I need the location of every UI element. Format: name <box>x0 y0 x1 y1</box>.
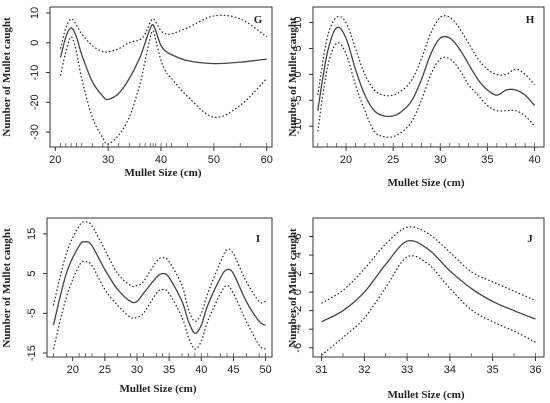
y-tick-label: 0 <box>29 40 41 46</box>
x-tick-label: 30 <box>102 154 114 166</box>
y-tick-label: 2 <box>292 271 304 277</box>
fitted-line <box>317 26 536 118</box>
y-tick-label: 10 <box>29 7 41 19</box>
y-axis-title: Number of Mullet caught <box>287 228 299 348</box>
y-tick-label: 5 <box>292 45 304 51</box>
x-tick-label: 40 <box>195 364 207 376</box>
x-tick-label: 35 <box>487 364 499 376</box>
panel-label: I <box>256 233 260 245</box>
fitted-line <box>59 24 267 101</box>
y-tick-label: -15 <box>26 345 38 361</box>
y-tick-label: 6 <box>292 233 304 239</box>
y-tick-label: 0 <box>292 289 304 295</box>
plot-frame <box>46 217 273 358</box>
y-tick-label: -10 <box>292 118 304 134</box>
y-tick-label: -20 <box>29 94 41 110</box>
x-axis-title: Mullet Size (cm) <box>388 177 465 189</box>
lower-confidence-line <box>321 255 536 356</box>
lower-confidence-line <box>59 30 268 145</box>
panel-g: 20 30 40 50 60 10 0 -10 -20 -30 Mullet Size (cm) Nu… <box>1 6 273 179</box>
x-tick-label: 40 <box>528 154 540 166</box>
x-tick-label: 20 <box>67 364 79 376</box>
x-tick-label: 36 <box>529 364 541 376</box>
x-tick-label: 30 <box>131 364 143 376</box>
lower-confidence-line <box>317 42 536 138</box>
x-tick-label: 31 <box>315 364 327 376</box>
x-tick-label: 50 <box>208 154 220 166</box>
panel-label: G <box>254 14 263 26</box>
y-tick-label: 4 <box>292 252 304 258</box>
y-tick-label: -30 <box>29 124 41 140</box>
y-tick-label: 5 <box>26 271 38 277</box>
panel-i: 20 25 30 35 40 45 50 15 5 -5 -15 Mullet Size (cm) Nu… <box>1 217 273 395</box>
plot-frame <box>312 217 545 358</box>
y-tick-label: -5 <box>26 308 38 318</box>
x-tick-label: 25 <box>387 154 399 166</box>
plot-frame <box>49 6 273 148</box>
y-tick-label: -10 <box>29 65 41 81</box>
x-axis-title: Mullet Size (cm) <box>120 383 197 395</box>
y-tick-label: -6 <box>292 343 304 353</box>
y-tick-label: -5 <box>292 95 304 105</box>
x-tick-label: 35 <box>163 364 175 376</box>
panel-label: J <box>527 233 533 245</box>
y-tick-label: 15 <box>26 228 38 240</box>
y-axis-title: Number of Mullet caught <box>1 17 13 137</box>
fitted-line <box>52 241 266 334</box>
x-tick-label: 25 <box>99 364 111 376</box>
panel-h: 20 25 30 35 40 10 5 0 -5 -10 Mullet Size (cm) Numbe… <box>287 6 545 189</box>
y-axis-title: Number of Mullet caught <box>1 228 13 348</box>
x-tick-label: 32 <box>358 364 370 376</box>
x-axis-title: Mullet Size (cm) <box>125 167 202 179</box>
x-tick-label: 35 <box>481 154 493 166</box>
plot-frame <box>312 6 545 148</box>
panel-j: 31 32 33 34 35 36 6 4 2 0 -2 -4 -6 Mullet Size (cm) Nu… <box>287 217 545 401</box>
panel-label: H <box>526 14 535 26</box>
x-tick-label: 30 <box>434 154 446 166</box>
y-tick-label: -4 <box>292 324 304 334</box>
x-tick-label: 45 <box>227 364 239 376</box>
x-tick-label: 33 <box>401 364 413 376</box>
x-tick-label: 40 <box>155 154 167 166</box>
x-tick-label: 20 <box>49 154 61 166</box>
upper-confidence-line <box>317 15 536 97</box>
y-axis-title: Number of Mullet caught <box>287 17 299 137</box>
upper-confidence-line <box>52 221 266 322</box>
y-tick-label: -2 <box>292 306 304 316</box>
x-axis-title: Mullet Size (cm) <box>388 389 465 401</box>
x-tick-label: 50 <box>259 364 271 376</box>
x-tick-label: 60 <box>261 154 273 166</box>
fitted-line <box>321 239 536 323</box>
x-tick-label: 20 <box>340 154 352 166</box>
y-tick-label: 10 <box>292 16 304 28</box>
x-tick-label: 34 <box>444 364 456 376</box>
upper-confidence-line <box>59 14 268 53</box>
y-tick-label: 0 <box>292 71 304 77</box>
upper-confidence-line <box>321 226 536 304</box>
